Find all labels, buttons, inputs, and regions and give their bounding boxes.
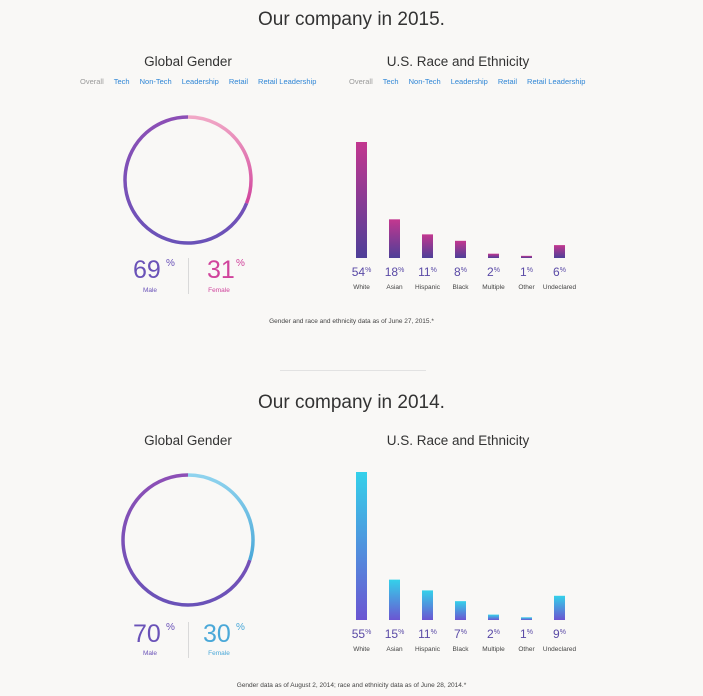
donut-segment-male [121, 473, 252, 607]
bar-other [521, 617, 532, 620]
bar-white [356, 142, 367, 258]
filter-tab-tech[interactable]: Tech [113, 77, 130, 86]
donut-segment-female [187, 115, 253, 204]
bar-value-label: 15% [385, 627, 405, 641]
bar-value-label: 11% [418, 627, 437, 641]
filter-tab-retail[interactable]: Retail [228, 77, 249, 86]
bar-value-label: 18% [385, 265, 405, 279]
filter-tab-retail[interactable]: Retail [497, 77, 518, 86]
bar-category-label: Multiple [482, 646, 505, 653]
bar-value-label: 6% [553, 265, 566, 279]
female-percent-sign-2014: % [236, 622, 245, 633]
bar-category-label: White [353, 284, 370, 291]
filter-tab-leadership[interactable]: Leadership [181, 77, 219, 86]
bar-value-label: 54% [352, 265, 372, 279]
data-note-2015: Gender and race and ethnicity data as of… [269, 318, 434, 325]
filter-tab-retail-leadership[interactable]: Retail Leadership [527, 77, 586, 86]
bar-value-label: 11% [418, 265, 437, 279]
female-percent-2015: 31 [207, 256, 235, 284]
female-label-2014: Female [208, 650, 230, 657]
bar-white [356, 472, 367, 620]
bar-category-label: Hispanic [415, 284, 441, 291]
filter-tab-non-tech[interactable]: Non-Tech [139, 77, 172, 86]
bar-value-label: 2% [487, 265, 500, 279]
bar-asian [389, 219, 400, 258]
filter-tab-retail-leadership[interactable]: Retail Leadership [258, 77, 317, 86]
race-chart-title-2015: U.S. Race and Ethnicity [386, 54, 530, 69]
data-note-2014: Gender data as of August 2, 2014; race a… [236, 682, 467, 689]
bar-multiple [488, 253, 499, 258]
bar-category-label: Undeclared [543, 646, 577, 653]
race-bar-chart-2014: 55% White 15% Asian 11% Hispanic 7% Black 2% Mult… [352, 472, 577, 653]
bar-category-label: Undeclared [543, 284, 577, 291]
filter-tab-overall[interactable]: Overall [80, 77, 104, 86]
bar-value-label: 8% [454, 265, 467, 279]
gender-chart-title-2014: Global Gender [144, 433, 232, 448]
section-title-2015: Our company in 2015. [258, 9, 445, 30]
female-percent-sign-2015: % [236, 258, 245, 269]
bar-category-label: Other [518, 284, 535, 291]
bar-category-label: Asian [386, 284, 403, 291]
male-percent-sign-2014: % [166, 622, 175, 633]
bar-value-label: 7% [454, 627, 467, 641]
bar-category-label: Other [518, 646, 535, 653]
bar-value-label: 55% [352, 627, 372, 641]
filter-tab-overall[interactable]: Overall [349, 77, 373, 86]
gender-filter-tabs-2015: Overall Tech Non-Tech Leadership Retail Retai… [80, 77, 326, 86]
male-label-2014: Male [142, 650, 158, 657]
bar-asian [389, 579, 400, 620]
bar-black [455, 240, 466, 258]
male-percent-2015: 69 [133, 256, 161, 284]
bar-multiple [488, 614, 499, 620]
bar-undeclared [554, 595, 565, 620]
bar-value-label: 2% [487, 627, 500, 641]
bar-black [455, 601, 466, 620]
bar-hispanic [422, 590, 433, 620]
male-label-2015: Male [142, 287, 158, 294]
donut-segment-male [123, 115, 249, 245]
bar-category-label: Multiple [482, 284, 505, 291]
race-bar-chart-2015: 54% White 18% Asian 11% Hispanic 8% Black 2% Mult… [352, 142, 577, 291]
bar-value-label: 9% [553, 627, 566, 641]
bar-value-label: 1% [520, 265, 533, 279]
section-divider [280, 370, 426, 371]
race-filter-tabs-2015: Overall Tech Non-Tech Leadership Retail Retai… [349, 77, 595, 86]
bar-category-label: White [353, 646, 370, 653]
bar-category-label: Black [453, 646, 470, 653]
male-percent-sign-2015: % [166, 258, 175, 269]
gender-donut-chart-2014 [121, 473, 255, 607]
bar-category-label: Black [453, 284, 470, 291]
bar-category-label: Hispanic [415, 646, 441, 653]
female-percent-2014: 30 [203, 620, 231, 648]
male-percent-2014: 70 [133, 620, 161, 648]
race-chart-title-2014: U.S. Race and Ethnicity [386, 433, 530, 448]
gender-donut-chart-2015 [123, 115, 253, 245]
bar-undeclared [554, 245, 565, 258]
donut-segment-female [187, 473, 255, 561]
bar-category-label: Asian [386, 646, 403, 653]
female-label-2015: Female [208, 287, 230, 294]
filter-tab-tech[interactable]: Tech [382, 77, 399, 86]
filter-tab-leadership[interactable]: Leadership [450, 77, 488, 86]
gender-divider-2015 [188, 258, 189, 294]
gender-chart-title-2015: Global Gender [144, 54, 232, 69]
gender-divider-2014 [188, 622, 189, 658]
bar-value-label: 1% [520, 627, 533, 641]
filter-tab-non-tech[interactable]: Non-Tech [408, 77, 441, 86]
bar-other [521, 255, 532, 258]
bar-hispanic [422, 234, 433, 258]
section-title-2014: Our company in 2014. [258, 392, 445, 413]
